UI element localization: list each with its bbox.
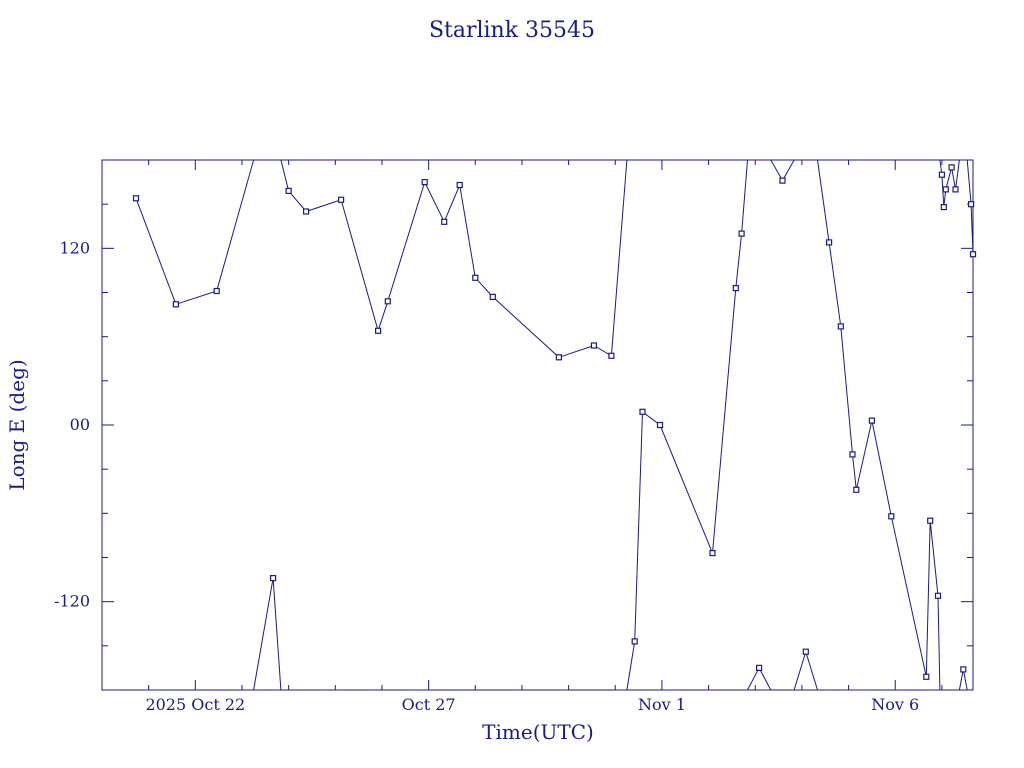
- data-point: [456, 181, 463, 189]
- data-point: [384, 298, 391, 305]
- chart-title: Starlink 35545: [429, 18, 595, 43]
- data-point: [132, 195, 140, 202]
- data-point: [421, 179, 428, 186]
- x-tick-label: Oct 27: [402, 695, 456, 714]
- data-point: [639, 408, 646, 415]
- data-point: [938, 171, 946, 178]
- data-point: [940, 204, 947, 211]
- data-point: [802, 648, 809, 655]
- x-axis-label: Time(UTC): [482, 720, 594, 744]
- data-point: [213, 287, 220, 295]
- data-point: [960, 666, 967, 673]
- data-point: [656, 421, 664, 429]
- data-point: [868, 417, 876, 424]
- y-tick-label: -120: [54, 592, 90, 611]
- series-line: [817, 159, 941, 691]
- data-point: [555, 354, 563, 361]
- data-point: [779, 177, 786, 184]
- series-line: [253, 578, 282, 691]
- data-point: [825, 239, 833, 246]
- series-line: [135, 159, 255, 305]
- data-point: [338, 196, 345, 203]
- data-point: [853, 486, 860, 493]
- data-point: [837, 323, 844, 330]
- axis-ticks: [101, 159, 973, 691]
- series-line: [626, 159, 748, 691]
- data-point: [948, 164, 955, 171]
- data-point: [285, 187, 292, 194]
- plot-frame: [101, 159, 974, 691]
- series-group: [132, 159, 977, 691]
- x-tick-label: Nov 6: [871, 695, 919, 714]
- data-point: [888, 513, 895, 520]
- x-tick-label: 2025 Oct 22: [145, 695, 245, 714]
- data-point: [489, 293, 496, 300]
- data-point: [923, 673, 930, 680]
- y-tick-label: 120: [59, 238, 90, 257]
- y-axis-label: Long E (deg): [5, 359, 29, 490]
- data-point: [732, 285, 739, 292]
- data-point: [472, 274, 479, 281]
- data-point: [755, 664, 763, 672]
- data-point: [934, 592, 942, 599]
- series-line: [747, 666, 772, 691]
- data-point: [952, 186, 959, 193]
- x-tick-label: Nov 1: [638, 695, 686, 714]
- data-point: [849, 451, 856, 458]
- data-point: [303, 208, 310, 215]
- y-tick-label: 00: [70, 415, 90, 434]
- series-line: [793, 649, 818, 691]
- data-point: [738, 230, 745, 237]
- data-point: [608, 352, 615, 359]
- data-point: [969, 251, 977, 258]
- data-point: [709, 549, 716, 557]
- data-point: [631, 638, 638, 645]
- data-point: [270, 574, 277, 582]
- data-point: [927, 517, 934, 524]
- data-point: [172, 301, 179, 308]
- series-line: [280, 159, 628, 358]
- data-point: [967, 201, 975, 208]
- tick-labels: 2025 Oct 22 Oct 27 Nov 1 Nov 6 120 00 -120: [54, 238, 919, 714]
- data-point: [375, 327, 382, 334]
- data-point: [441, 218, 448, 225]
- data-point: [590, 342, 598, 349]
- data-point: [942, 186, 949, 193]
